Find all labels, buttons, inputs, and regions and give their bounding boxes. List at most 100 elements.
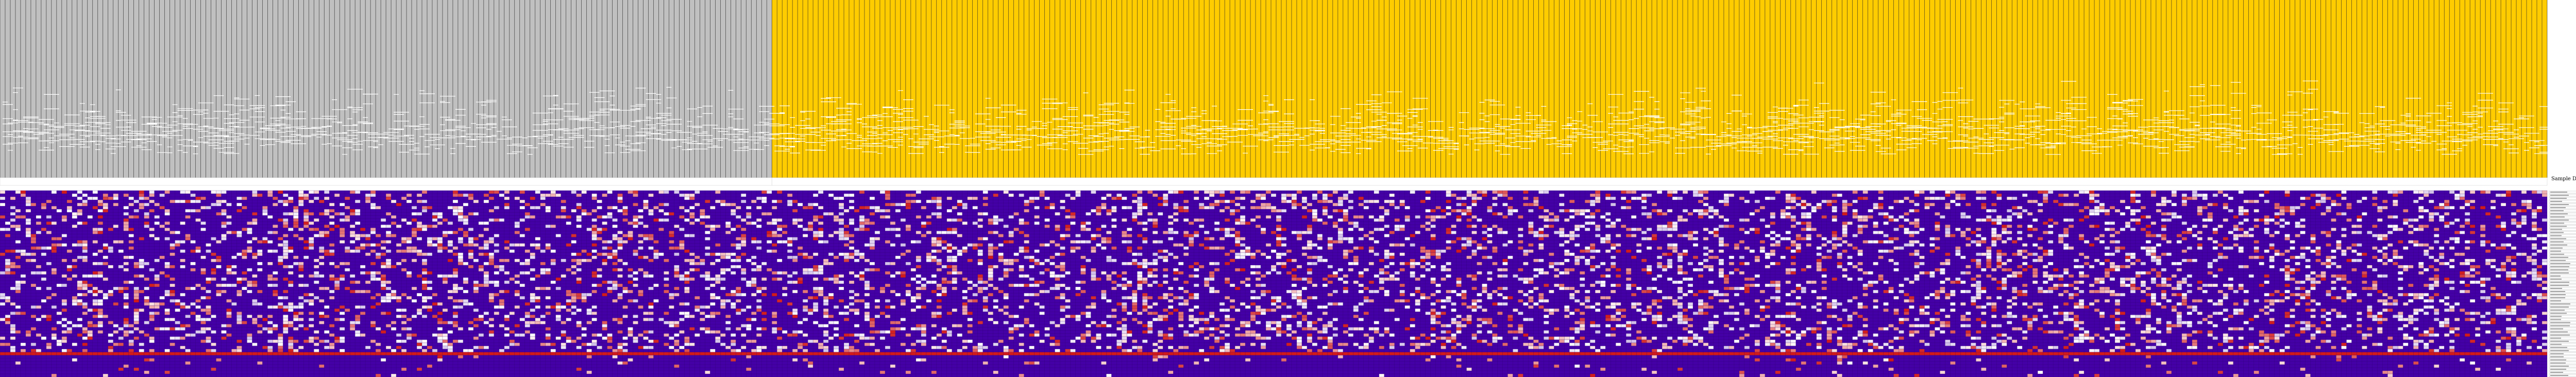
heatmap-cell: [946, 265, 952, 268]
heatmap-cell: [1106, 209, 1112, 213]
heatmap-cell: [1425, 228, 1431, 231]
heatmap-cell: [2115, 268, 2121, 271]
heatmap-cell: [2403, 265, 2409, 268]
heatmap-cell: [417, 225, 422, 228]
heatmap-cell: [844, 209, 849, 213]
heatmap-cell: [2053, 274, 2059, 278]
heatmap-cell: [2424, 209, 2429, 213]
heatmap-cell: [643, 225, 649, 228]
heatmap-cell: [370, 274, 376, 278]
heatmap-cell: [1322, 200, 1328, 203]
heatmap-cell: [1199, 206, 1205, 210]
heatmap-cell: [1080, 268, 1086, 271]
heatmap-cell: [2069, 296, 2074, 300]
heatmap-cell: [2032, 274, 2038, 278]
heatmap-cell: [519, 243, 525, 247]
heatmap-cell: [798, 203, 803, 207]
heatmap-cell: [1775, 262, 1781, 265]
heatmap-cell: [283, 218, 289, 222]
heatmap-cell: [226, 215, 232, 219]
heatmap-cell: [2460, 191, 2465, 194]
heatmap-cell: [159, 271, 165, 275]
heatmap-cell: [1775, 290, 1781, 294]
heatmap-cell: [1718, 271, 1724, 275]
heatmap-cell: [1893, 228, 1899, 231]
heatmap-cell: [242, 228, 247, 231]
heatmap-cell: [1862, 197, 1868, 200]
heatmap-cell: [864, 259, 870, 262]
heatmap-cell: [705, 215, 710, 219]
heatmap-cell: [319, 287, 325, 290]
heatmap-cell: [2017, 212, 2023, 216]
heatmap-cell: [350, 234, 355, 237]
heatmap-cell: [2382, 255, 2388, 259]
heatmap-cell: [818, 191, 824, 194]
heatmap-cell: [1137, 280, 1143, 284]
heatmap-cell: [1153, 259, 1158, 262]
heatmap-cell: [1518, 215, 1523, 219]
heatmap-cell: [1466, 243, 1472, 247]
heatmap-cell: [273, 197, 278, 200]
heatmap-cell: [2444, 262, 2450, 265]
heatmap-cell: [427, 237, 432, 241]
heatmap-cell: [2043, 194, 2048, 197]
heatmap-cell: [710, 228, 716, 231]
heatmap-cell: [993, 215, 998, 219]
heatmap-cell: [2269, 293, 2275, 297]
heatmap-cell: [849, 194, 854, 197]
heatmap-cell: [669, 234, 674, 237]
heatmap-cell: [648, 234, 654, 237]
heatmap-cell: [1837, 237, 1842, 241]
heatmap-cell: [1075, 191, 1081, 194]
heatmap-cell: [2331, 249, 2336, 253]
heatmap-cell: [1585, 262, 1590, 265]
heatmap-cell: [2084, 215, 2090, 219]
heatmap-cell: [61, 274, 67, 278]
heatmap-cell: [576, 194, 582, 197]
heatmap-cell: [1595, 249, 1601, 253]
heatmap-cell: [82, 302, 88, 306]
heatmap-cell: [427, 296, 432, 300]
heatmap-cell: [514, 290, 520, 294]
heatmap-cell: [1976, 287, 1981, 290]
heatmap-cell: [1132, 290, 1138, 294]
heatmap-cell: [56, 243, 62, 247]
heatmap-cell: [2274, 212, 2280, 216]
heatmap-cell: [1446, 274, 1451, 278]
heatmap-cell: [1888, 287, 1894, 290]
heatmap-cell: [288, 212, 294, 216]
heatmap-cell: [2017, 274, 2023, 278]
heatmap-cell: [2079, 191, 2084, 194]
heatmap-cell: [2274, 231, 2280, 234]
heatmap-cell: [417, 252, 422, 256]
heatmap-cell: [1235, 221, 1241, 225]
heatmap-cell: [1698, 215, 1703, 219]
heatmap-cell: [586, 252, 592, 256]
heatmap-cell: [1487, 206, 1493, 210]
heatmap-cell: [2326, 206, 2331, 210]
heatmap-cell: [1322, 284, 1328, 287]
heatmap-cell: [2079, 299, 2084, 303]
heatmap-cell: [1914, 203, 1920, 207]
heatmap-cell: [777, 277, 783, 281]
heatmap-cell: [1744, 287, 1750, 290]
heatmap-cell: [612, 284, 618, 287]
heatmap-cell: [77, 280, 82, 284]
heatmap-cell: [1785, 215, 1791, 219]
heatmap-cell: [1626, 287, 1632, 290]
heatmap-cell: [350, 280, 355, 284]
heatmap-cell: [885, 197, 890, 200]
heatmap-cell: [803, 252, 808, 256]
heatmap-cell: [2367, 293, 2372, 297]
heatmap-cell: [617, 296, 623, 300]
heatmap-cell: [457, 212, 463, 216]
heatmap-cell: [1683, 249, 1688, 253]
heatmap-cell: [2377, 209, 2383, 213]
heatmap-cell: [180, 200, 185, 203]
heatmap-cell: [1266, 191, 1272, 194]
heatmap-cell: [1734, 268, 1739, 271]
heatmap-cell: [1430, 252, 1436, 256]
heatmap-cell: [298, 194, 304, 197]
heatmap-cell: [468, 302, 473, 306]
heatmap-cell: [591, 243, 597, 247]
